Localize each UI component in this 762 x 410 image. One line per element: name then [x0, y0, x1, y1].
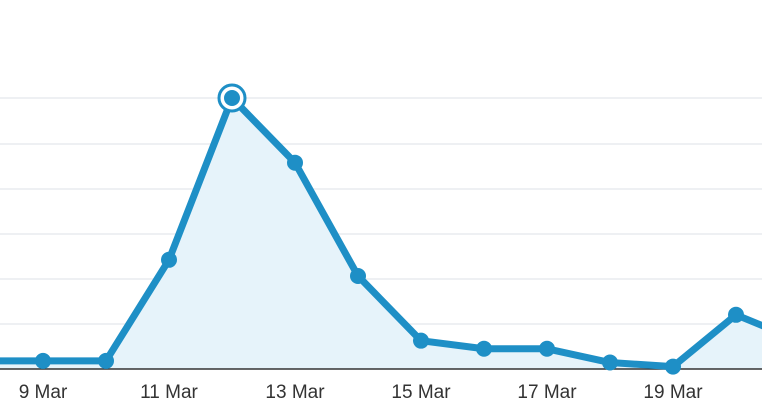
x-tick-label-1: 11 Mar: [140, 382, 198, 403]
data-point-5[interactable]: [287, 154, 303, 171]
x-axis-tick-labels: 9 Mar 11 Mar 13 Mar 15 Mar 17 Mar 19 Mar: [19, 382, 704, 403]
series-line: [0, 94, 762, 371]
x-tick-label-0: 9 Mar: [19, 382, 68, 403]
data-point-8[interactable]: [476, 340, 492, 357]
data-point-12[interactable]: [728, 306, 744, 323]
x-tick-label-3: 15 Mar: [391, 382, 451, 403]
grid-lines: [0, 97, 762, 325]
x-tick-label-4: 17 Mar: [517, 382, 577, 403]
data-point-2[interactable]: [98, 352, 114, 369]
data-points: [35, 83, 744, 375]
data-point-9[interactable]: [539, 340, 555, 357]
data-point-11[interactable]: [665, 358, 681, 375]
data-point-3[interactable]: [161, 251, 177, 268]
data-point-10[interactable]: [602, 354, 618, 371]
data-point-7[interactable]: [413, 332, 429, 349]
data-point-4[interactable]: [224, 90, 240, 106]
x-tick-label-5: 19 Mar: [643, 382, 703, 403]
data-point-6[interactable]: [350, 267, 366, 284]
area-fill: [0, 98, 762, 369]
data-point-1[interactable]: [35, 352, 51, 369]
x-tick-label-2: 13 Mar: [265, 382, 325, 403]
